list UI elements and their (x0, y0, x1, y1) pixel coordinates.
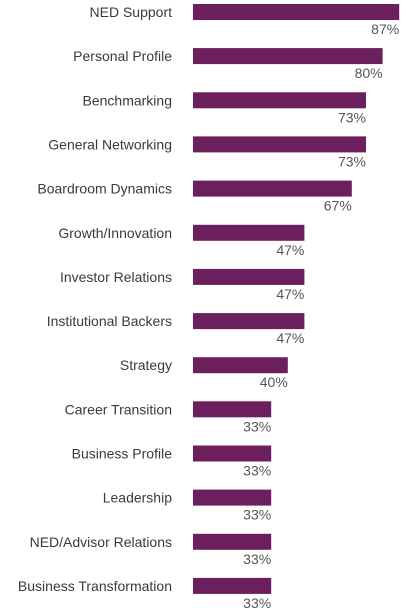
value-label: 47% (276, 330, 304, 346)
bar-strategy (193, 357, 288, 374)
bar-personal-profile (193, 48, 383, 65)
bar-growth-innovation (193, 224, 305, 241)
value-label: 40% (260, 374, 288, 390)
bar-ned-advisor-relations (193, 533, 272, 550)
value-label: 47% (276, 242, 304, 258)
bar-business-profile (193, 445, 272, 462)
bar-general-networking (193, 136, 366, 153)
category-label: Boardroom Dynamics (37, 181, 172, 197)
bar-investor-relations (193, 268, 305, 285)
value-label: 73% (338, 109, 366, 125)
bar-business-transformation (193, 577, 272, 594)
value-label: 33% (243, 551, 271, 567)
category-label: Business Profile (72, 446, 173, 462)
category-label: Investor Relations (60, 269, 172, 285)
value-label: 33% (243, 507, 271, 523)
bar-leadership (193, 489, 272, 506)
category-label: Leadership (103, 490, 172, 506)
category-label: Institutional Backers (47, 313, 172, 329)
category-label: Benchmarking (83, 92, 173, 108)
value-label: 33% (243, 418, 271, 434)
value-label: 80% (355, 65, 383, 81)
value-label: 47% (276, 286, 304, 302)
labels-layer: NED Support 87% Personal Profile 80% Benchma… (18, 4, 399, 611)
bar-career-transition (193, 401, 272, 418)
bar-institutional-backers (193, 313, 305, 330)
category-label: NED Support (90, 4, 173, 20)
value-label: 87% (371, 21, 399, 37)
value-label: 73% (338, 153, 366, 169)
bars-layer (193, 4, 400, 594)
category-label: Growth/Innovation (58, 225, 172, 241)
value-label: 33% (243, 463, 271, 479)
bar-ned-support (193, 4, 400, 20)
category-label: Business Transformation (18, 578, 172, 594)
value-label: 33% (243, 595, 271, 611)
bar-boardroom-dynamics (193, 180, 352, 197)
category-label: General Networking (48, 136, 172, 152)
bar-benchmarking (193, 92, 366, 109)
category-label: Career Transition (65, 401, 172, 417)
category-label: Personal Profile (73, 48, 172, 64)
category-label: NED/Advisor Relations (30, 534, 172, 550)
category-label: Strategy (120, 357, 172, 373)
value-label: 67% (324, 198, 352, 214)
